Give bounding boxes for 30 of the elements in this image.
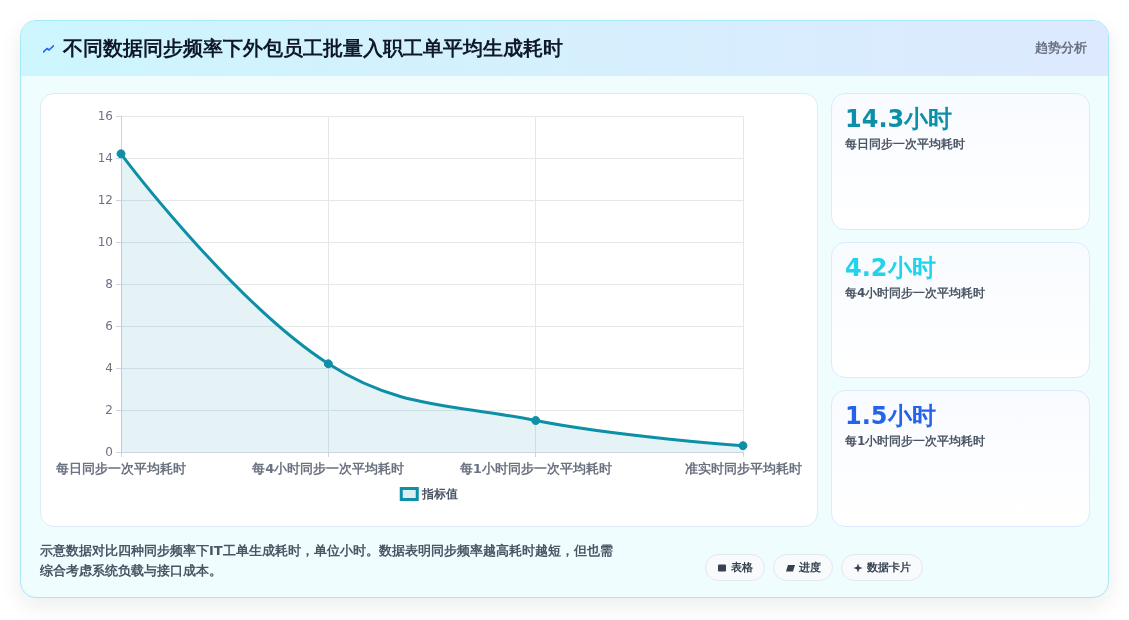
legend-label: 指标值 (421, 487, 459, 501)
point (323, 359, 333, 369)
text: 数据卡片 (867, 560, 911, 575)
x-tick-label: 每日同步一次平均耗时 (55, 461, 186, 476)
y-tick-label: 10 (97, 235, 113, 249)
chart-title: 不同数据同步频率下外包员工批量入职工单平均生成耗时 (63, 35, 563, 61)
y-tick-label: 16 (97, 109, 113, 123)
point (531, 416, 541, 425)
text: 每1小时同步一次平均耗时 (845, 433, 987, 451)
x-tick-label: 每1小时同步一次平均耗时 (458, 461, 612, 476)
y-tick-label: 6 (105, 319, 113, 333)
y-tick-label: 0 (105, 445, 113, 459)
x-tick-label: 每4小时同步一次平均耗时 (251, 461, 405, 476)
text: 趋势分析 (1035, 39, 1087, 57)
text: 表格 (731, 560, 753, 575)
text: 4.2小时 (845, 252, 937, 283)
point (738, 441, 748, 451)
x-tick-label: 准实时同步平均耗时 (684, 461, 802, 476)
y-tick-label: 12 (97, 193, 113, 207)
y-tick-label: 8 (105, 277, 113, 291)
text: 14.3小时 (845, 104, 954, 134)
text: 每日同步一次平均耗时 (845, 136, 966, 153)
y-tick-label: 4 (105, 361, 113, 375)
point (116, 149, 126, 159)
y-tick-label: 2 (105, 403, 113, 417)
y-tick-label: 14 (97, 151, 113, 165)
text: 进度 (799, 560, 821, 575)
text: 1.5小时 (845, 401, 937, 432)
text: 示意数据对比四种同步频率下IT工单生成耗时，单位小时。数据表明同步频率越高耗时越短，但也需综合考虑系统负载与接口成本。 (40, 542, 614, 580)
text: 每4小时同步一次平均耗时 (845, 284, 987, 302)
